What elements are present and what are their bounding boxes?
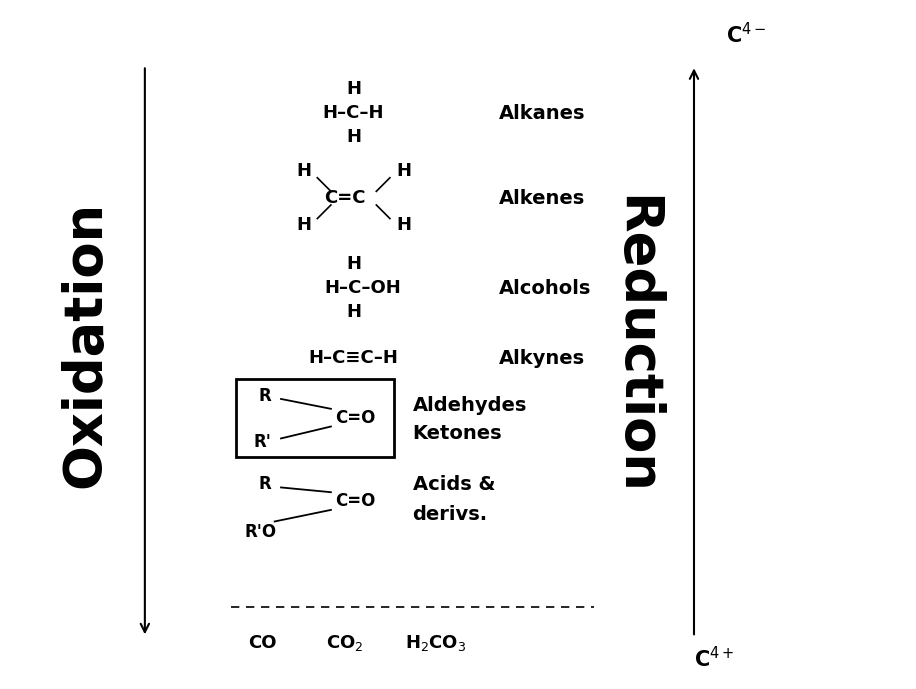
Text: Alkanes: Alkanes (499, 103, 585, 123)
Text: Alkenes: Alkenes (499, 189, 585, 207)
Text: H$_2$CO$_3$: H$_2$CO$_3$ (405, 633, 466, 652)
Text: Acids &: Acids & (412, 475, 496, 493)
Text: R: R (258, 475, 271, 493)
Text: derivs.: derivs. (412, 505, 487, 524)
Text: R': R' (254, 433, 272, 451)
Text: C=C: C=C (323, 189, 365, 207)
Text: Alcohols: Alcohols (499, 278, 591, 298)
Text: R'O: R'O (245, 523, 277, 541)
Text: C$^{4+}$: C$^{4+}$ (694, 646, 735, 672)
Text: Ketones: Ketones (412, 424, 502, 443)
Text: H: H (346, 128, 361, 146)
Bar (235, 378, 395, 457)
Text: C$^{4-}$: C$^{4-}$ (725, 22, 766, 48)
Text: H: H (396, 162, 411, 180)
Text: H–C–H: H–C–H (322, 104, 385, 122)
Text: H: H (296, 216, 311, 234)
Text: CO$_2$: CO$_2$ (326, 633, 364, 652)
Text: C=O: C=O (335, 492, 376, 510)
Text: C=O: C=O (335, 409, 376, 426)
Text: Reduction: Reduction (609, 194, 661, 495)
Text: H: H (346, 255, 361, 273)
Text: CO: CO (248, 634, 278, 652)
Text: Alkynes: Alkynes (499, 349, 585, 368)
Text: H: H (346, 80, 361, 99)
Text: Aldehydes: Aldehydes (412, 396, 527, 415)
Text: H: H (396, 216, 411, 234)
Text: R: R (258, 387, 271, 404)
Text: H: H (346, 303, 361, 321)
Text: H–C–OH: H–C–OH (324, 279, 401, 297)
Text: H–C≡C–H: H–C≡C–H (309, 349, 398, 367)
Text: H: H (296, 162, 311, 180)
Text: Oxidation: Oxidation (60, 201, 112, 488)
